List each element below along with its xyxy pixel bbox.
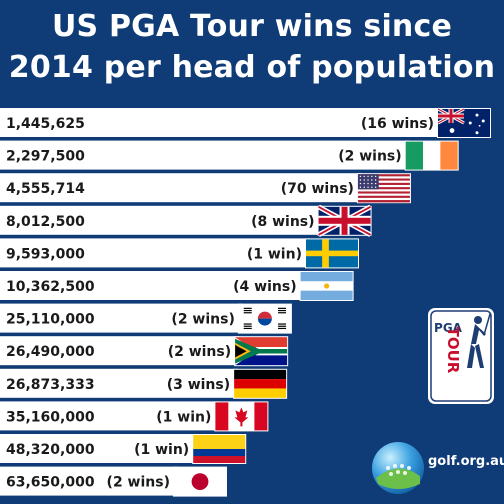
website-label: golf.org.au [428, 454, 504, 469]
flag-united-kingdom-icon [317, 204, 372, 238]
population-label: 63,650,000 [6, 475, 95, 491]
wins-label: (8 wins) [251, 214, 314, 230]
bar-argentina [0, 271, 305, 300]
population-label: 35,160,000 [6, 409, 95, 425]
bar-row: 10,362,500 (4 wins) [0, 271, 354, 301]
flag-argentina-icon [299, 271, 354, 301]
bar-canada [0, 401, 220, 431]
flag-ireland-icon [404, 140, 459, 171]
bar-japan [0, 466, 178, 496]
bar-row: 1,445,625 (16 wins) [0, 107, 491, 138]
flag-united-states-icon [356, 173, 411, 204]
population-label: 2,297,500 [6, 149, 85, 165]
bar-south-africa [0, 336, 240, 366]
bar-ireland [0, 140, 410, 170]
wins-label: (3 wins) [167, 377, 230, 393]
wins-label: (2 wins) [338, 149, 401, 165]
flag-australia-icon [437, 107, 491, 138]
flag-south-korea-icon [237, 303, 292, 334]
population-label: 4,555,714 [6, 181, 85, 197]
flag-japan-icon [173, 466, 227, 497]
bar-south-korea [0, 303, 243, 333]
wins-label: (2 wins) [168, 344, 231, 360]
tour-logo-text: TOUR [444, 327, 462, 374]
bar-row: 4,555,714 (70 wins) [0, 173, 411, 204]
bar-united-states [0, 173, 362, 203]
chart-title: US PGA Tour wins since 2014 per head of … [0, 6, 504, 88]
bar-row: 48,320,000 (1 win) [0, 434, 247, 464]
bar-row: 35,160,000 (1 win) [0, 401, 269, 432]
bar-row: 63,650,000 (2 wins) [0, 466, 227, 497]
bar-row: 8,012,500 (8 wins) [0, 204, 372, 238]
bar-row: 26,490,000 (2 wins) [0, 336, 289, 367]
wins-label: (1 win) [134, 442, 189, 458]
bar-united-kingdom [0, 205, 323, 235]
population-label: 10,362,500 [6, 279, 95, 295]
population-label: 8,012,500 [6, 214, 85, 230]
title-line-2: 2014 per head of population [8, 50, 496, 85]
wins-label: (4 wins) [233, 279, 296, 295]
bar-row: 9,593,000 (1 win) [0, 238, 359, 269]
wins-label: (2 wins) [171, 312, 234, 328]
population-label: 9,593,000 [6, 246, 85, 262]
title-line-1: US PGA Tour wins since [51, 9, 453, 44]
flag-canada-icon [214, 401, 269, 432]
bar-australia [0, 108, 442, 137]
pga-logo-text: PGA [434, 321, 463, 335]
flag-south-africa-icon [234, 336, 289, 367]
population-label: 26,873,333 [6, 377, 95, 393]
bar-row: 2,297,500 (2 wins) [0, 140, 459, 171]
wins-label: (70 wins) [281, 181, 354, 197]
bar-row: 26,873,333 (3 wins) [0, 368, 288, 399]
wins-label: (2 wins) [107, 475, 170, 491]
pga-tour-logo: PGA TOUR [426, 306, 496, 406]
flag-colombia-icon [192, 434, 247, 464]
flag-germany-icon [233, 368, 288, 399]
wins-label: (1 win) [247, 246, 302, 262]
bar-sweden [0, 238, 310, 268]
golfer-silhouette-icon [467, 313, 491, 368]
bar-colombia [0, 434, 198, 463]
population-label: 26,490,000 [6, 344, 95, 360]
bar-rows: 1,445,625 (16 wins) 2,297,500 (2 wins) 4,555… [0, 107, 491, 497]
population-label: 25,110,000 [6, 312, 95, 328]
population-label: 48,320,000 [6, 442, 95, 458]
wins-label: (1 win) [156, 409, 211, 425]
flag-sweden-icon [304, 238, 359, 269]
wins-label: (16 wins) [361, 116, 434, 132]
bar-row: 25,110,000 (2 wins) [0, 303, 292, 334]
golf-ball-logo-icon [372, 442, 424, 494]
bar-germany [0, 368, 239, 398]
population-label: 1,445,625 [6, 116, 85, 132]
